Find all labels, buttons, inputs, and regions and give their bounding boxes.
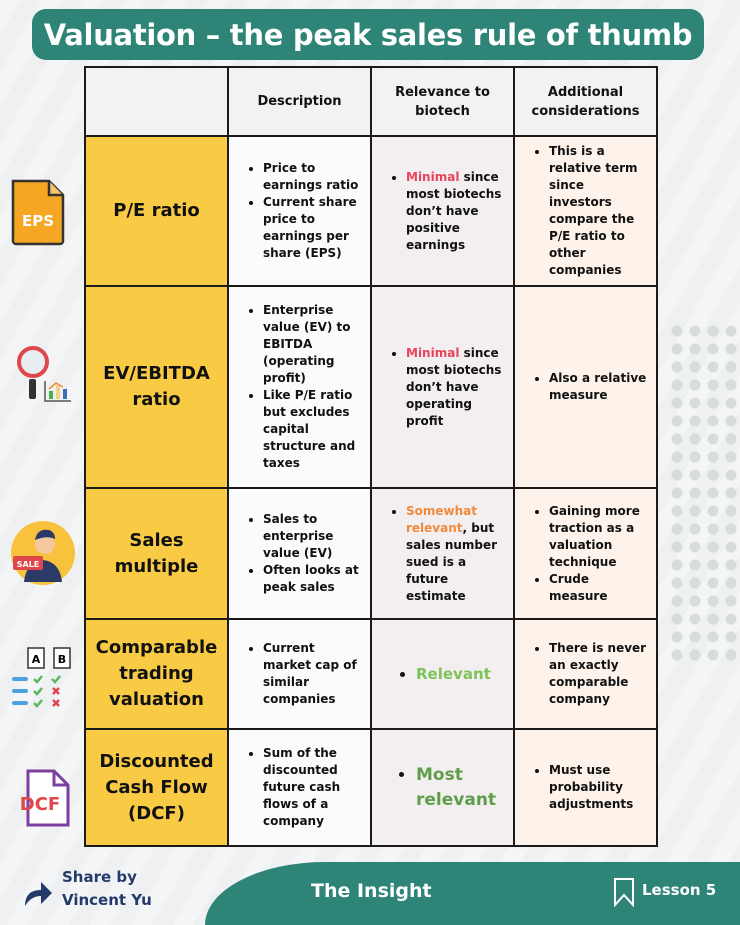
additional-cell: Gaining more traction as a valuation tec…: [513, 487, 658, 620]
svg-text:EPS: EPS: [22, 212, 54, 230]
metric-name: Sales multiple: [84, 487, 229, 620]
additional-cell: Also a relative measure: [513, 285, 658, 489]
relevance-cell: Most relevant: [370, 728, 515, 847]
description-item: Enterprise value (EV) to EBITDA (operati…: [263, 302, 364, 387]
share-by-label: Share by: [62, 868, 137, 886]
relevance-item: Relevant: [416, 664, 507, 683]
relevance-highlight: Minimal: [406, 169, 460, 184]
relevance-highlight: Most relevant: [416, 764, 497, 810]
magnifier-chart-icon: [17, 346, 71, 402]
metric-name-text: P/E ratio: [113, 200, 200, 221]
relevance-cell: Relevant: [370, 618, 515, 730]
relevance-text: since most biotechs don’t have positive …: [406, 169, 502, 252]
relevance-text: since most biotechs don’t have operating…: [406, 345, 502, 428]
relevance-item: Minimal since most biotechs don’t have o…: [406, 345, 507, 430]
author-name: Vincent Yu: [62, 891, 152, 909]
metric-name: Comparable trading valuation: [84, 618, 229, 730]
additional-item: This is a relative term since investors …: [549, 143, 650, 279]
metric-name: EV/EBITDA ratio: [84, 285, 229, 489]
relevance-item: Most relevant: [416, 763, 507, 813]
additional-item: Gaining more traction as a valuation tec…: [549, 503, 650, 571]
metric-name-text: Discounted Cash Flow (DCF): [99, 750, 214, 824]
relevance-highlight: Minimal: [406, 345, 460, 360]
table-row: P/E ratio Price to earnings ratioCurrent…: [84, 135, 658, 287]
share-by: Share by Vincent Yu: [62, 866, 152, 912]
relevance-highlight: Somewhat relevant: [406, 503, 477, 535]
compare-checklist-icon: A B: [12, 647, 71, 708]
brand-name: The Insight: [311, 880, 432, 902]
metric-name-text: Sales multiple: [114, 529, 199, 577]
lesson-label: Lesson 5: [642, 881, 717, 899]
description-cell: Sum of the discounted future cash flows …: [227, 728, 372, 847]
relevance-item: Somewhat relevant, but sales number sued…: [406, 503, 507, 605]
description-item: Sales to enterprise value (EV): [263, 511, 364, 562]
valuation-table: Description Relevance to biotech Additio…: [84, 66, 658, 847]
metric-name-text: Comparable trading valuation: [95, 637, 218, 710]
additional-item: Also a relative measure: [549, 370, 650, 404]
bookmark-icon[interactable]: [613, 877, 635, 907]
metric-name-text: EV/EBITDA ratio: [103, 363, 210, 410]
relevance-highlight: Relevant: [416, 664, 491, 683]
description-cell: Sales to enterprise value (EV)Often look…: [227, 487, 372, 620]
description-cell: Current market cap of similar companies: [227, 618, 372, 730]
svg-text:DCF: DCF: [20, 794, 60, 815]
metric-name: Discounted Cash Flow (DCF): [84, 728, 229, 847]
relevance-item: Minimal since most biotechs don’t have p…: [406, 169, 507, 254]
header-relevance: Relevance to biotech: [370, 66, 515, 137]
relevance-cell: Minimal since most biotechs don’t have o…: [370, 285, 515, 489]
description-item: Current market cap of similar companies: [263, 640, 364, 708]
header-description: Description: [227, 66, 372, 137]
header-additional: Additional considerations: [513, 66, 658, 137]
metric-name: P/E ratio: [84, 135, 229, 287]
svg-text:B: B: [58, 653, 66, 666]
relevance-cell: Somewhat relevant, but sales number sued…: [370, 487, 515, 620]
additional-item: Must use probability adjustments: [549, 762, 650, 813]
description-cell: Enterprise value (EV) to EBITDA (operati…: [227, 285, 372, 489]
dcf-file-icon: DCF: [20, 769, 70, 827]
eps-file-icon: EPS: [11, 179, 65, 246]
footer-bar: [205, 862, 740, 925]
additional-cell: This is a relative term since investors …: [513, 135, 658, 287]
relevance-text: , but sales number sued is a future esti…: [406, 520, 498, 603]
description-item: Like P/E ratio but excludes capital stru…: [263, 387, 364, 472]
share-arrow-icon[interactable]: [22, 878, 54, 908]
additional-cell: Must use probability adjustments: [513, 728, 658, 847]
relevance-cell: Minimal since most biotechs don’t have p…: [370, 135, 515, 287]
description-item: Current share price to earnings per shar…: [263, 194, 364, 262]
table-row: Comparable trading valuation Current mar…: [84, 618, 658, 730]
page-title: Valuation – the peak sales rule of thumb: [32, 9, 704, 60]
table-row: Sales multiple Sales to enterprise value…: [84, 487, 658, 620]
additional-item: There is never an exactly comparable com…: [549, 640, 650, 708]
header-blank: [84, 66, 229, 137]
decorative-dots: [668, 322, 740, 662]
additional-cell: There is never an exactly comparable com…: [513, 618, 658, 730]
svg-text:SALE: SALE: [17, 560, 40, 569]
salesman-icon: SALE: [11, 521, 75, 585]
description-item: Sum of the discounted future cash flows …: [263, 745, 364, 830]
description-cell: Price to earnings ratioCurrent share pri…: [227, 135, 372, 287]
table-row: Discounted Cash Flow (DCF) Sum of the di…: [84, 728, 658, 847]
additional-item: Crude measure: [549, 571, 650, 605]
description-item: Price to earnings ratio: [263, 160, 364, 194]
table-row: EV/EBITDA ratio Enterprise value (EV) to…: [84, 285, 658, 489]
svg-text:A: A: [32, 653, 41, 666]
header-row: Description Relevance to biotech Additio…: [84, 66, 658, 137]
description-item: Often looks at peak sales: [263, 562, 364, 596]
